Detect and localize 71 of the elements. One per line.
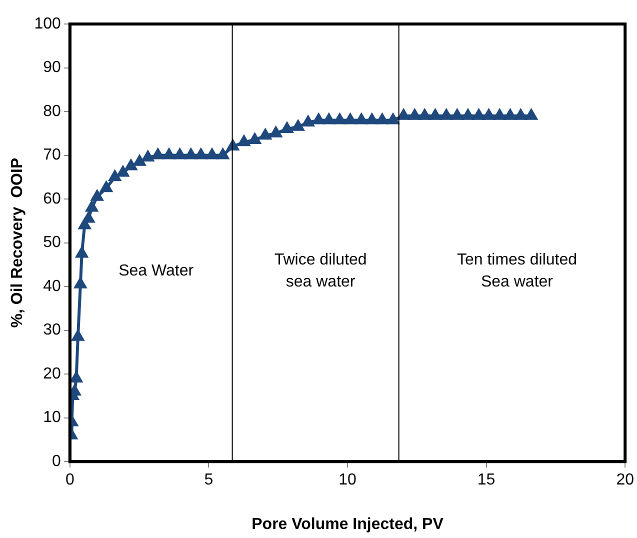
x-axis-title: Pore Volume Injected, PV <box>252 516 444 533</box>
point <box>387 114 399 124</box>
point <box>185 148 197 160</box>
annotation: Sea Water <box>118 262 194 280</box>
point <box>142 150 154 162</box>
point <box>238 136 250 146</box>
point <box>334 114 346 124</box>
point <box>281 122 293 134</box>
y-tick-label: 10 <box>43 409 61 426</box>
point <box>82 212 94 223</box>
y-tick-label: 40 <box>43 278 61 295</box>
y-tick-label: 80 <box>43 102 61 120</box>
point <box>217 148 229 160</box>
x-tick-label: 5 <box>204 472 214 489</box>
x-tick-label: 0 <box>65 472 74 489</box>
point <box>312 114 324 124</box>
y-tick-label: 70 <box>43 146 61 164</box>
point <box>366 114 378 124</box>
point <box>376 114 388 124</box>
y-tick-label: 20 <box>43 365 61 382</box>
annotation: Twice diluted sea water <box>274 252 367 291</box>
point <box>356 114 368 124</box>
y-tick-label: 30 <box>43 322 61 339</box>
point <box>429 109 442 120</box>
x-tick-label: 20 <box>616 472 634 489</box>
point <box>70 372 82 382</box>
point <box>344 114 356 124</box>
point <box>109 170 121 182</box>
point <box>462 109 474 120</box>
point <box>248 133 261 144</box>
point <box>134 155 146 166</box>
point <box>260 129 272 140</box>
point <box>398 109 410 120</box>
y-axis-title: %, Oil Recovery OOIP <box>9 158 26 328</box>
point <box>451 109 463 120</box>
point <box>408 109 421 120</box>
y-tick-label: 60 <box>43 190 61 208</box>
point <box>504 109 516 120</box>
point <box>100 182 112 192</box>
point <box>206 148 218 160</box>
point <box>70 385 80 396</box>
point <box>418 109 430 120</box>
point <box>195 148 207 160</box>
point <box>440 109 452 120</box>
y-tick-label: 90 <box>43 59 61 76</box>
point <box>74 278 86 288</box>
point <box>482 109 495 120</box>
point <box>270 126 282 138</box>
point <box>174 148 186 160</box>
point <box>117 166 129 177</box>
y-tick-label: 50 <box>43 234 61 252</box>
point <box>86 201 98 212</box>
point <box>472 109 485 120</box>
point <box>163 148 175 160</box>
point <box>302 116 314 126</box>
point <box>292 120 304 131</box>
point <box>525 109 538 120</box>
point <box>323 114 335 124</box>
point <box>125 160 137 170</box>
point <box>91 190 103 201</box>
x-tick-label: 15 <box>477 472 496 489</box>
x-tick-label: 10 <box>338 472 356 489</box>
y-tick-label: 0 <box>52 453 61 470</box>
point <box>76 247 88 258</box>
point <box>72 330 84 341</box>
y-tick-label: 100 <box>34 15 61 32</box>
point <box>152 148 164 160</box>
point <box>514 109 527 120</box>
point <box>494 109 506 120</box>
point <box>78 218 90 230</box>
annotation: Ten times diluted Sea water <box>456 252 578 291</box>
